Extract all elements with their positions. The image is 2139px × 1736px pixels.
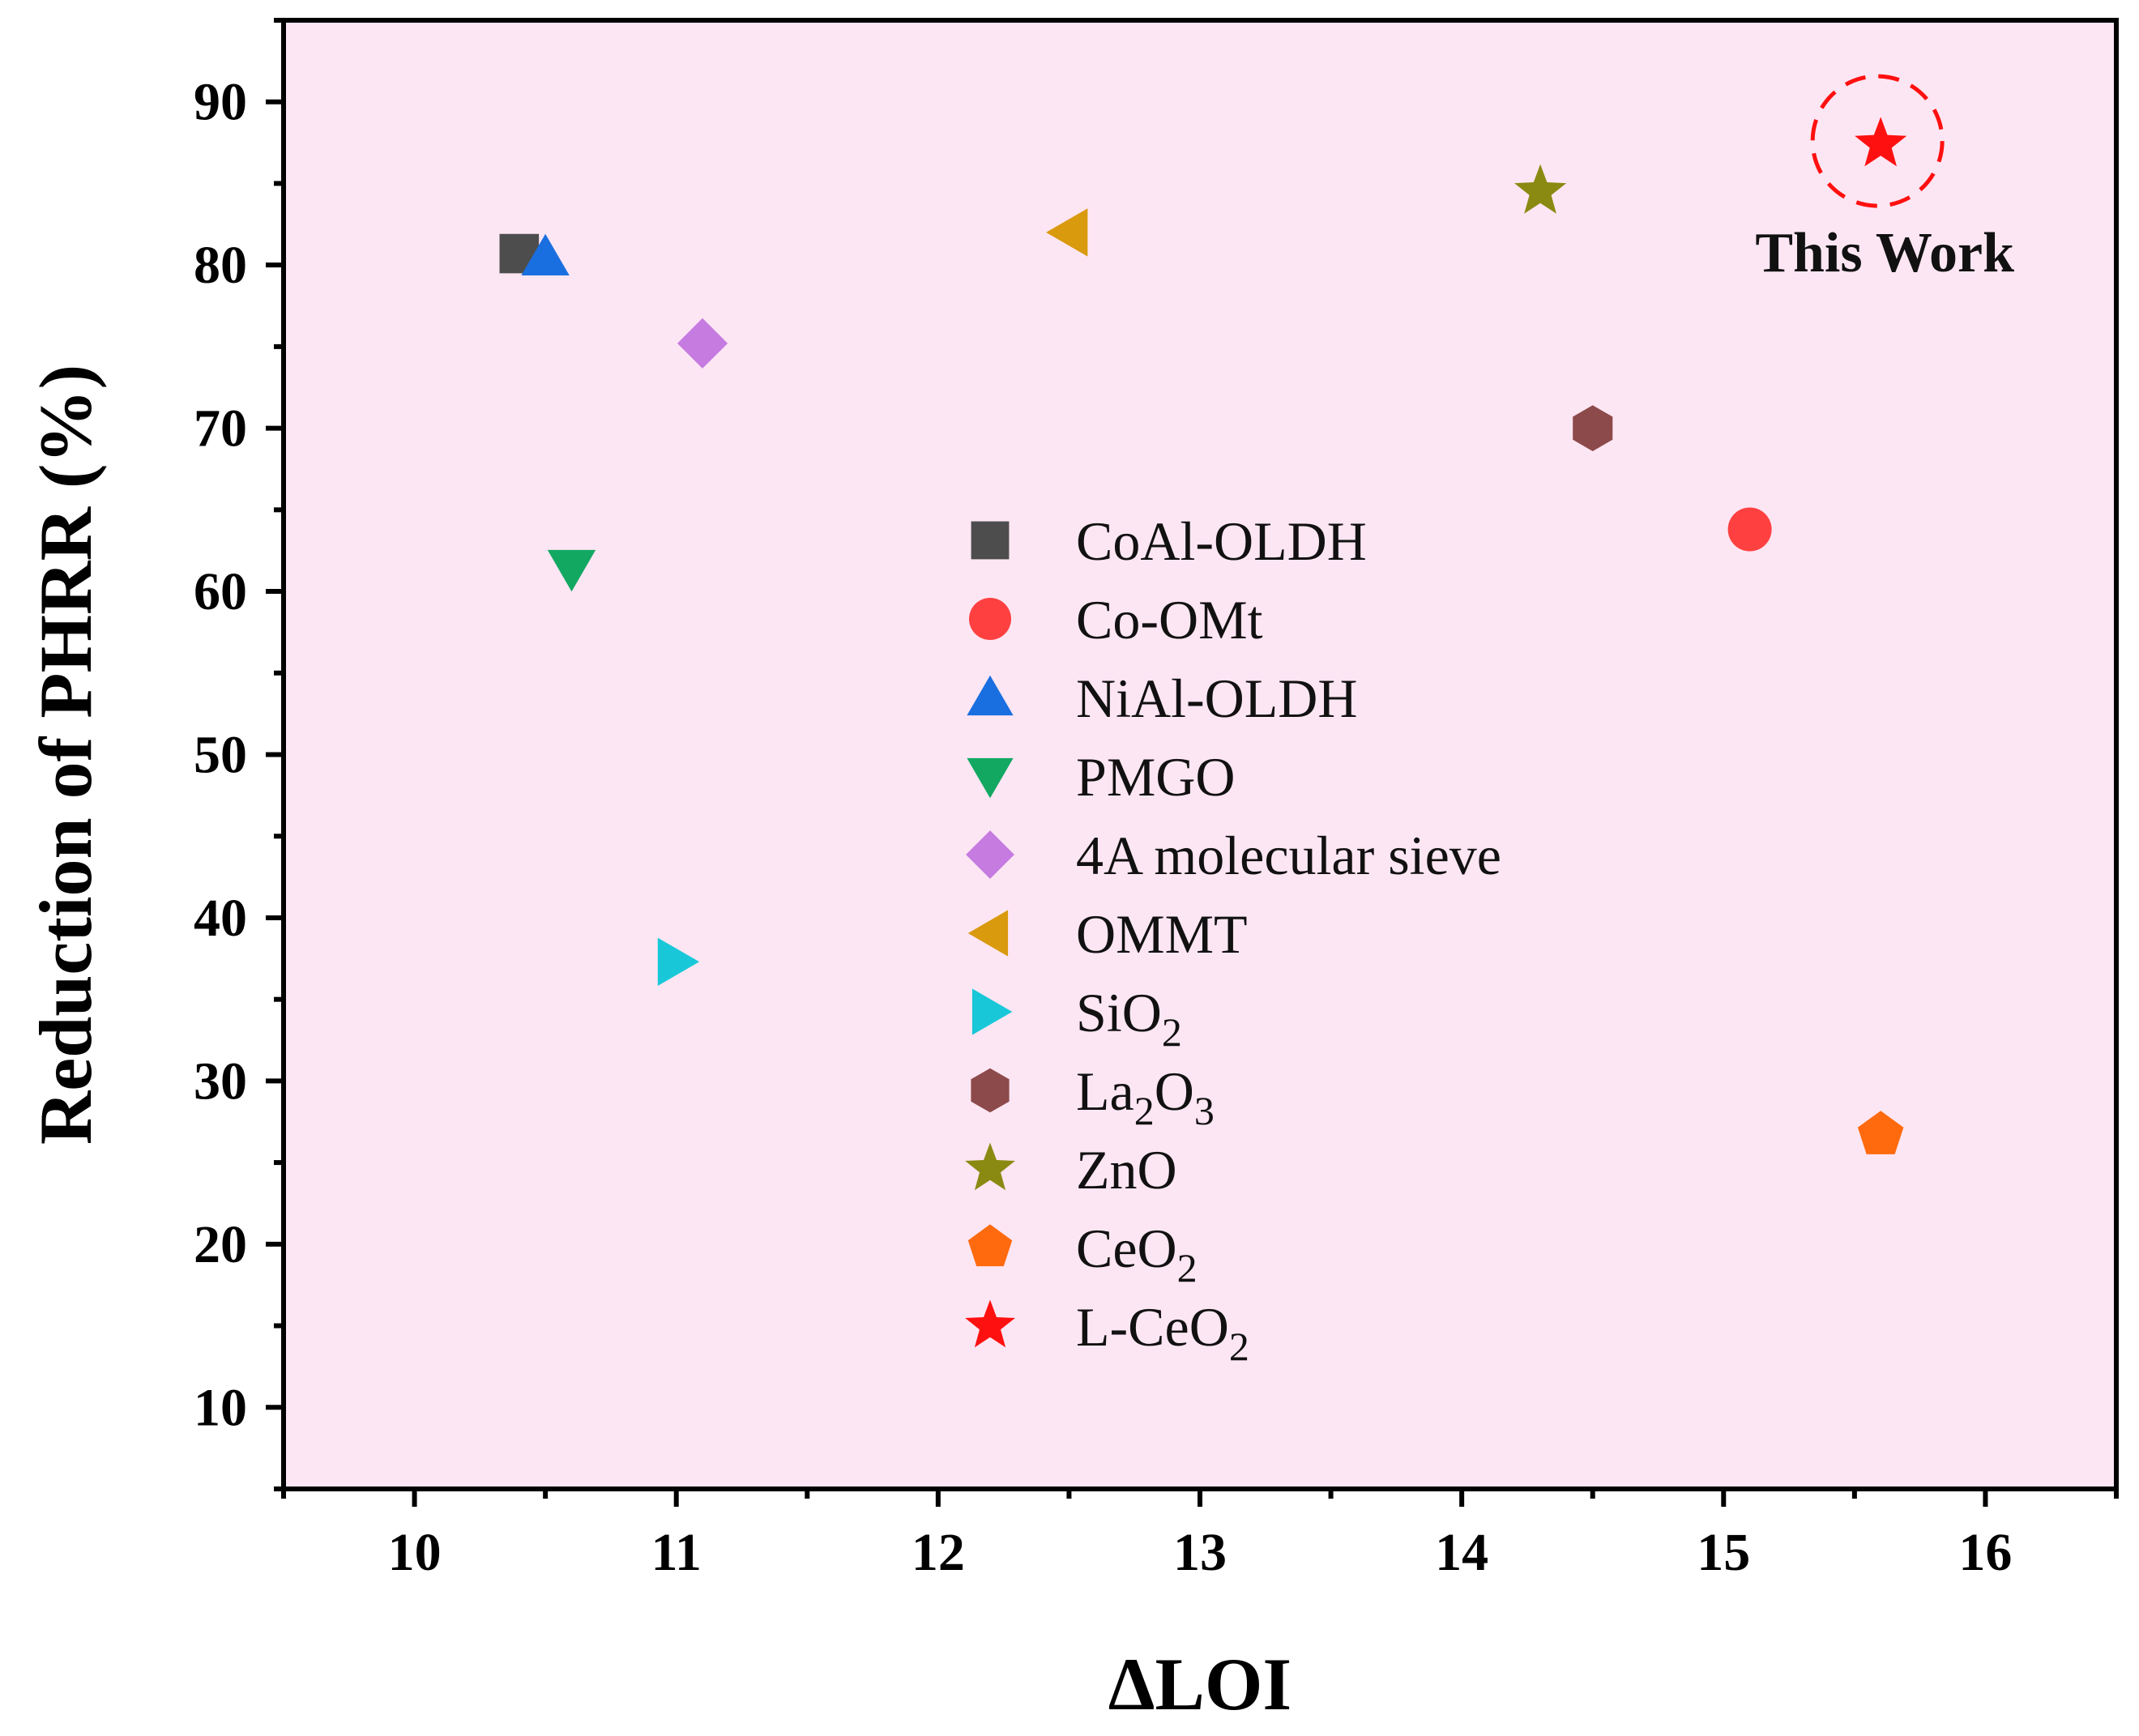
data-point-l-ceo2 — [1855, 117, 1907, 167]
plot-frame — [281, 18, 2119, 1491]
data-point-ceo2 — [1857, 1111, 1904, 1154]
y-tick-label: 20 — [194, 1215, 247, 1274]
legend-label: PMGO — [1076, 746, 1236, 808]
y-tick-label: 60 — [194, 562, 247, 621]
legend-marker — [965, 1299, 1015, 1348]
x-tick-label: 10 — [388, 1523, 442, 1582]
x-tick-label: 11 — [651, 1523, 702, 1582]
legend-marker — [967, 757, 1014, 799]
legend-label: CoAl-OLDH — [1076, 510, 1367, 572]
y-tick-label: 90 — [194, 73, 247, 132]
legend-label: Co-OMt — [1076, 589, 1263, 650]
y-tick-label: 30 — [194, 1051, 247, 1111]
y-axis-title: Reduction of PHRR (%) — [24, 365, 107, 1145]
legend-marker — [967, 1224, 1013, 1267]
y-tick-label: 80 — [194, 236, 247, 295]
y-tick-label: 10 — [194, 1378, 247, 1437]
legend-marker — [965, 1142, 1015, 1191]
legend-label: SiO2 — [1076, 982, 1182, 1055]
x-tick-label: 15 — [1697, 1523, 1750, 1582]
legend-marker — [969, 598, 1011, 640]
legend-marker — [971, 988, 1013, 1035]
data-point-zno — [1514, 164, 1567, 214]
this-work-label: This Work — [1755, 222, 2014, 284]
x-tick-label: 14 — [1435, 1523, 1488, 1582]
data-point-co-omt — [1727, 507, 1772, 552]
data-point-ommt — [1046, 208, 1088, 257]
legend-label: L-CeO2 — [1076, 1296, 1249, 1369]
legend-label: CeO2 — [1076, 1218, 1198, 1290]
legend-marker — [967, 910, 1009, 957]
legend-marker — [967, 675, 1014, 716]
y-tick-label: 40 — [194, 889, 247, 948]
x-tick-label: 13 — [1173, 1523, 1227, 1582]
legend-marker — [971, 521, 1010, 560]
legend-label: NiAl-OLDH — [1076, 668, 1358, 729]
data-point-la2o3 — [1573, 405, 1613, 451]
legend-label: OMMT — [1076, 903, 1248, 965]
x-tick-label: 16 — [1958, 1523, 2012, 1582]
data-point-pmgo — [547, 549, 596, 592]
data-point-4a-molecular-sieve — [677, 318, 728, 369]
y-tick-label: 50 — [194, 726, 247, 785]
legend-label: 4A molecular sieve — [1076, 825, 1501, 886]
legend-marker — [966, 830, 1014, 879]
plot-background — [284, 20, 2116, 1489]
this-work-highlight-circle — [1810, 74, 1945, 208]
legend-label: ZnO — [1076, 1139, 1177, 1201]
x-tick-label: 12 — [912, 1523, 965, 1582]
data-point-nial-oldh — [521, 233, 570, 275]
data-point-sio2 — [657, 937, 700, 986]
legend-marker — [971, 1068, 1010, 1113]
legend-label: La2O3 — [1076, 1060, 1215, 1133]
x-axis-title: ΔLOI — [1108, 1643, 1292, 1725]
y-tick-label: 70 — [194, 399, 247, 459]
